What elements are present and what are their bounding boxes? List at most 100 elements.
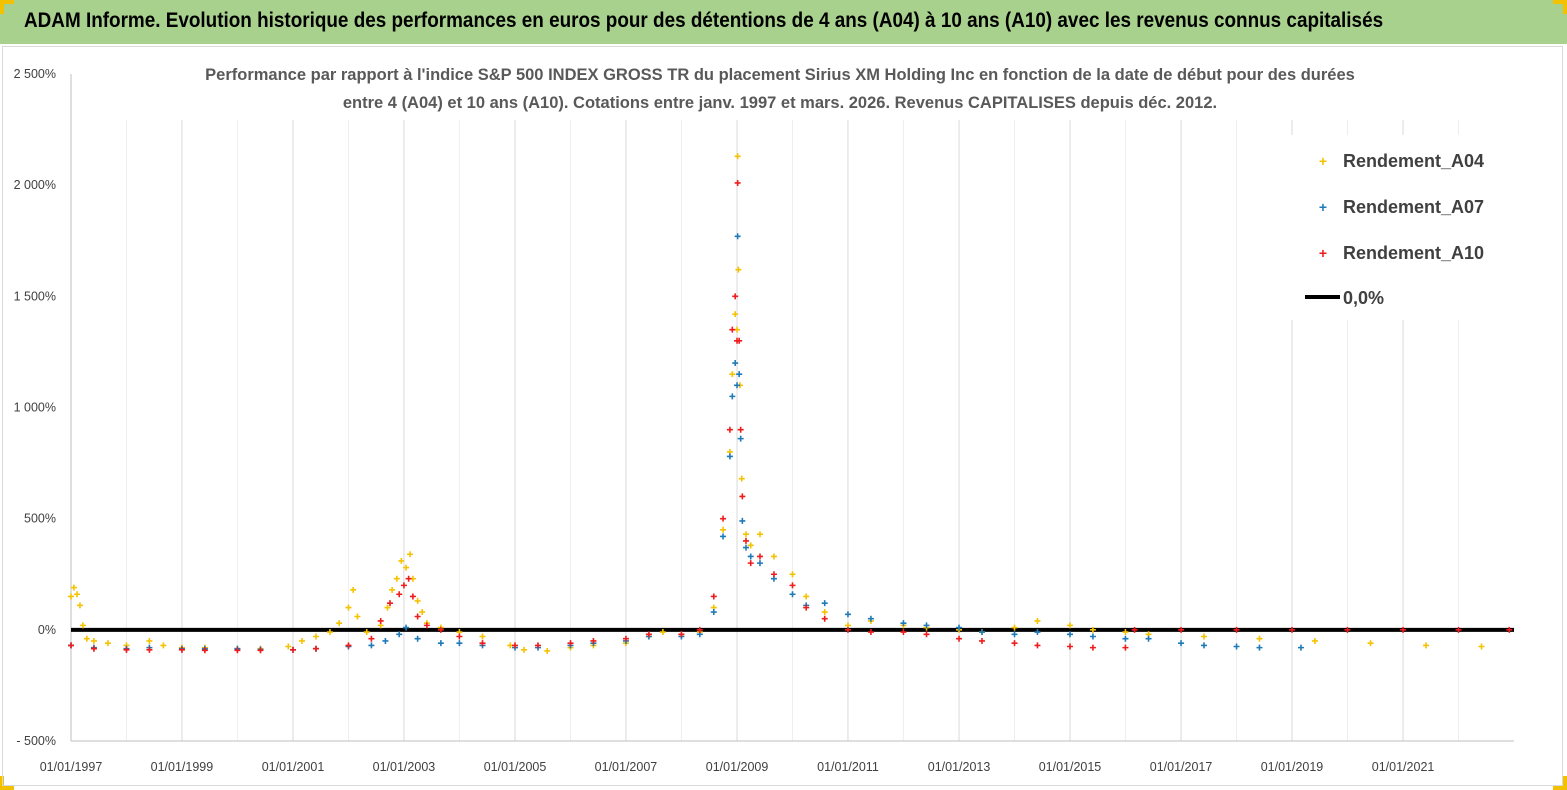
data-point (659, 629, 666, 636)
data-point (1256, 635, 1263, 642)
data-point (368, 642, 375, 649)
data-point (978, 629, 985, 636)
data-point (1256, 644, 1263, 651)
data-point (734, 179, 741, 186)
data-point (178, 646, 185, 653)
corner-mark-top-left (0, 0, 14, 14)
data-point (160, 642, 167, 649)
data-point (726, 453, 733, 460)
data-point (396, 591, 403, 598)
data-point (710, 593, 717, 600)
data-point (290, 646, 297, 653)
series-markers (68, 153, 1513, 654)
x-tick-label: 01/01/2013 (928, 760, 991, 774)
x-tick-label: 01/01/2011 (817, 760, 879, 774)
data-point (285, 643, 292, 650)
data-point (1178, 626, 1185, 633)
data-point (298, 637, 305, 644)
data-point (1233, 643, 1240, 650)
data-point (90, 645, 97, 652)
data-point (729, 371, 736, 378)
data-point (923, 631, 930, 638)
data-point (414, 613, 421, 620)
data-point (1311, 637, 1318, 644)
data-point (345, 604, 352, 611)
legend-background (1280, 135, 1510, 320)
data-point (729, 393, 736, 400)
data-point (1122, 635, 1129, 642)
data-point (1344, 626, 1351, 633)
data-point (867, 615, 874, 622)
series-rendement-a10 (68, 179, 1513, 654)
x-tick-label: 01/01/2003 (373, 760, 436, 774)
x-tick-label: 01/01/2019 (1261, 760, 1324, 774)
data-point (257, 647, 264, 654)
data-point (1034, 629, 1041, 636)
data-point (1066, 643, 1073, 650)
data-point (900, 629, 907, 636)
chart-title-line-1: Performance par rapport à l'indice S&P 5… (205, 66, 1355, 84)
x-tick-label: 01/01/2007 (595, 760, 658, 774)
x-tick-label: 01/01/2017 (1150, 760, 1213, 774)
data-point (900, 620, 907, 627)
data-point (396, 631, 403, 638)
data-point (312, 633, 319, 640)
series-rendement-a07 (68, 233, 1304, 653)
data-point (736, 371, 743, 378)
data-point (645, 631, 652, 638)
chart-title-line-2: entre 4 (A04) et 10 ans (A10). Cotations… (343, 94, 1217, 112)
legend-marker-a10: + (1319, 245, 1327, 261)
data-point (756, 553, 763, 560)
data-point (789, 571, 796, 578)
data-point (622, 635, 629, 642)
data-point (382, 637, 389, 644)
data-point (414, 635, 421, 642)
data-point (567, 640, 574, 647)
legend: + Rendement_A04 + Rendement_A07 + Rendem… (1280, 135, 1510, 320)
data-point (747, 553, 754, 560)
data-point (1066, 622, 1073, 629)
data-point (389, 586, 396, 593)
data-point (1034, 642, 1041, 649)
data-point (789, 591, 796, 598)
data-point (1367, 640, 1374, 647)
title-banner: ADAM Informe. Evolution historique des p… (0, 0, 1567, 44)
y-tick-label: 1 000% (14, 401, 56, 415)
data-point (1478, 643, 1485, 650)
data-point (1122, 629, 1129, 636)
legend-label-a07: Rendement_A07 (1343, 197, 1484, 217)
data-point (1122, 644, 1129, 651)
data-point (74, 591, 81, 598)
y-tick-label: 2 000% (14, 178, 56, 192)
data-point (326, 629, 333, 636)
data-point (734, 382, 741, 389)
data-point (345, 642, 352, 649)
data-point (923, 622, 930, 629)
y-tick-label: 1 500% (14, 289, 56, 303)
data-point (104, 640, 111, 647)
data-point (79, 622, 86, 629)
data-point (368, 635, 375, 642)
data-point (1201, 633, 1207, 640)
data-point (512, 642, 519, 649)
data-point (821, 615, 828, 622)
data-point (407, 551, 414, 558)
data-point (146, 637, 153, 644)
data-point (456, 640, 463, 647)
data-point (377, 617, 384, 624)
y-tick-label: 0% (38, 623, 56, 637)
legend-label-a04: Rendement_A04 (1343, 151, 1484, 171)
data-point (544, 647, 551, 654)
legend-item-a10: + Rendement_A10 (1319, 243, 1484, 263)
data-point (770, 553, 777, 560)
data-point (844, 626, 851, 633)
data-point (398, 557, 405, 564)
data-point (747, 542, 754, 549)
data-point (414, 597, 421, 604)
data-point (1131, 626, 1138, 633)
x-tick-label: 01/01/1997 (40, 760, 103, 774)
data-point (756, 531, 763, 538)
data-point (90, 637, 97, 644)
data-point (747, 560, 754, 567)
data-point (68, 593, 74, 600)
